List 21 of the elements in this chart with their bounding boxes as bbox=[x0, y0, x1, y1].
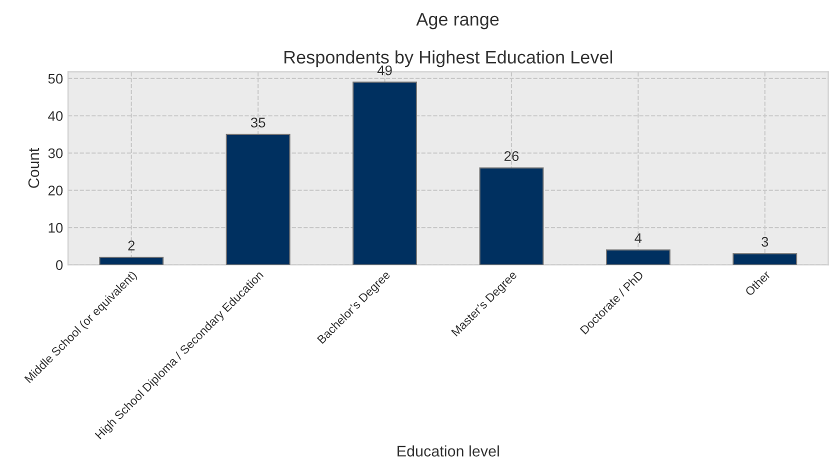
y-tick-label: 0 bbox=[56, 260, 63, 270]
y-tick-label: 50 bbox=[48, 74, 63, 84]
data-label: 49 bbox=[377, 65, 392, 76]
data-label: 26 bbox=[504, 151, 519, 162]
y-axis-title: Count bbox=[28, 148, 40, 188]
y-tick-label: 30 bbox=[48, 148, 63, 158]
bar bbox=[226, 134, 290, 265]
y-tick-label: 20 bbox=[48, 186, 63, 196]
bar bbox=[606, 249, 670, 265]
bar bbox=[99, 256, 164, 265]
bar bbox=[352, 82, 418, 265]
data-label: 35 bbox=[250, 118, 266, 128]
data-label: 4 bbox=[634, 233, 642, 243]
bar bbox=[479, 167, 544, 265]
bar bbox=[732, 253, 798, 265]
x-axis-title: Education level bbox=[398, 445, 499, 457]
data-label: 2 bbox=[128, 240, 135, 250]
y-tick-label: 10 bbox=[48, 222, 63, 233]
data-label: 3 bbox=[762, 236, 768, 247]
text: Age range bbox=[416, 13, 499, 30]
y-tick-label: 40 bbox=[48, 111, 63, 121]
